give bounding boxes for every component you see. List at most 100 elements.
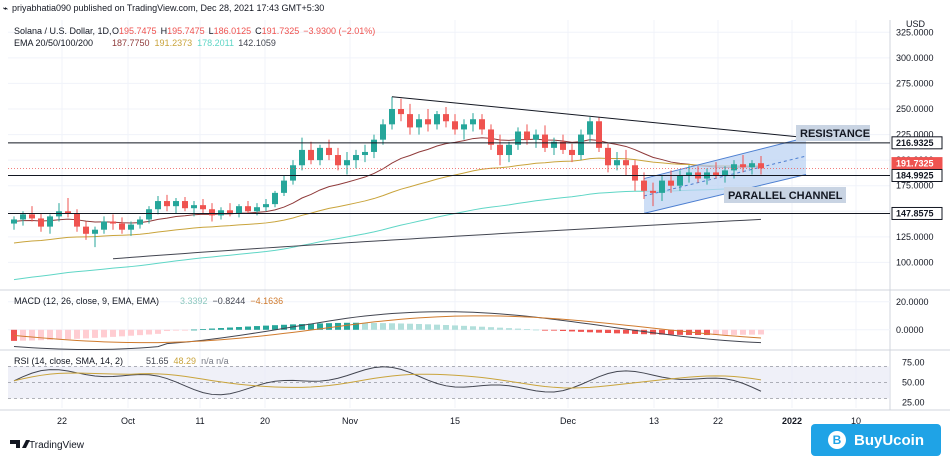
macd-histogram-bar <box>596 329 602 333</box>
candle-body <box>173 201 179 207</box>
candle-body <box>101 221 107 230</box>
channel-label-bg <box>724 187 846 203</box>
candle-body <box>434 114 440 125</box>
macd-histogram-bar <box>272 325 278 330</box>
candle-body <box>380 124 386 140</box>
macd-histogram-bar <box>497 327 503 330</box>
macd-histogram-bar <box>731 329 737 335</box>
macd-histogram-bar <box>749 329 755 335</box>
price-tick-label: 325.0000 <box>896 27 934 37</box>
candle-body <box>425 119 431 125</box>
macd-histogram-bar <box>83 329 89 339</box>
macd-value: −0.8244 <box>213 296 246 306</box>
candle-body <box>344 160 350 166</box>
rsi-ma-line <box>13 372 762 389</box>
macd-histogram-bar <box>299 324 305 330</box>
macd-histogram-bar <box>704 329 710 336</box>
candle-body <box>623 160 629 166</box>
candle-body <box>290 165 296 181</box>
candle-body <box>452 121 458 130</box>
macd-histogram-bar <box>200 329 206 330</box>
candle-body <box>245 206 251 212</box>
candle-body <box>20 214 26 220</box>
candle-body <box>551 141 557 148</box>
macd-histogram-bar <box>236 327 242 330</box>
macd-histogram-bar <box>524 329 530 330</box>
candle-body <box>38 218 44 227</box>
candle-body <box>632 165 638 181</box>
rsi-value: n/a n/a <box>201 356 229 366</box>
macd-histogram-bar <box>101 329 107 338</box>
macd-histogram-bar <box>362 322 368 330</box>
channel-annotation: PARALLEL CHANNEL <box>724 187 846 203</box>
time-tick-label: 20 <box>260 416 270 426</box>
ema-value: 142.1059 <box>238 38 276 48</box>
time-tick-label: Oct <box>121 416 136 426</box>
candle-body <box>110 221 116 224</box>
candle-body <box>227 210 233 214</box>
price-tick-label: 125.0000 <box>896 232 934 242</box>
macd-histogram-bar <box>74 329 80 339</box>
macd-histogram-bar <box>29 329 35 341</box>
macd-histogram-bar <box>155 329 161 334</box>
tradingview-logo[interactable]: TradingView <box>10 440 85 451</box>
price-axis: 100.0000125.0000150.0000175.0000200.0000… <box>896 27 934 407</box>
rsi-value: 51.65 <box>146 356 169 366</box>
candle-body <box>722 170 728 176</box>
candle-body <box>281 180 287 193</box>
rsi-label: RSI (14, close, SMA, 14, 2) <box>14 356 123 366</box>
price-tick-label: 300.0000 <box>896 53 934 63</box>
macd-histogram-bar <box>245 326 251 330</box>
candle-body <box>254 207 260 212</box>
rsi-values: 51.65 48.29 n/a n/a <box>146 356 229 366</box>
macd-histogram-bar <box>623 329 629 334</box>
candle-body <box>182 201 188 209</box>
candle-body <box>65 211 71 214</box>
candle-body <box>740 164 746 168</box>
macd-histogram-bar <box>353 322 359 330</box>
candle-body <box>461 124 467 130</box>
macd-tick-label: 0.0000 <box>896 325 924 335</box>
ohlc-key: L <box>209 26 214 36</box>
macd-histogram-bar <box>344 322 350 330</box>
ema-value: 191.2373 <box>155 38 193 48</box>
symbol-label: Solana / U.S. Dollar, 1D, <box>14 26 112 36</box>
candle-body <box>191 205 197 209</box>
price-tag-bg <box>891 206 943 220</box>
candle-body <box>596 121 602 148</box>
candle-body <box>650 190 656 193</box>
macd-histogram-bar <box>398 323 404 330</box>
price-tick-label: 225.0000 <box>896 130 934 140</box>
macd-histogram-bar <box>560 329 566 331</box>
candle-body <box>209 209 215 216</box>
candle-body <box>119 223 125 230</box>
macd-label: MACD (12, 26, close, 9, EMA, EMA) <box>14 296 159 306</box>
macd-histogram-bar <box>740 329 746 335</box>
candle-body <box>155 201 161 210</box>
candle-body <box>560 141 566 150</box>
rsi-tick-label: 25.00 <box>902 397 925 407</box>
rsi-pane <box>8 365 890 399</box>
macd-histogram-bar <box>65 329 71 340</box>
time-tick-label: 2022 <box>782 416 802 426</box>
ema-100-line <box>13 186 762 281</box>
candle-body <box>11 219 17 224</box>
macd-histogram-bar <box>128 329 134 336</box>
macd-histogram-bar <box>668 329 674 335</box>
macd-histogram-bar <box>650 329 656 335</box>
candle-body <box>677 175 683 186</box>
candle-body <box>749 163 755 168</box>
buyucoin-brand-badge[interactable]: B BuyUcoin <box>811 424 941 456</box>
ohlc-values: O195.7475 H195.7475 L186.0125 C191.7325 −3.9… <box>112 26 375 36</box>
candle-body <box>506 144 512 156</box>
macd-histogram-bar <box>47 329 53 340</box>
macd-histogram-bar <box>407 323 413 330</box>
ema-values: 187.7750 191.2373 178.2011 142.1059 <box>112 38 276 48</box>
macd-pane <box>8 301 890 351</box>
candle-body <box>533 134 539 140</box>
macd-histogram-bar <box>110 329 116 337</box>
candle-body <box>578 134 584 156</box>
macd-histogram-bar <box>281 324 287 330</box>
rsi-value: 48.29 <box>174 356 197 366</box>
